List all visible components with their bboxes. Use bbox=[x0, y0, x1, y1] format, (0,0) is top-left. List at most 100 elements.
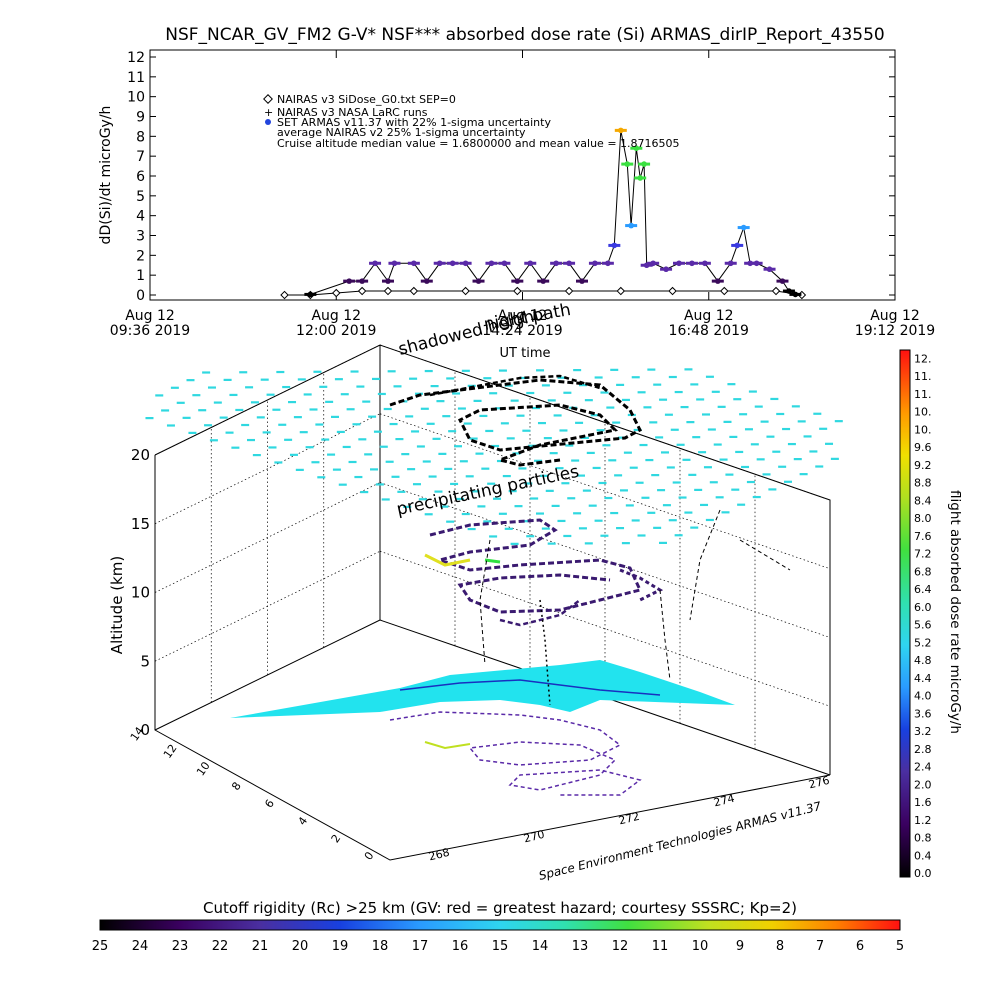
rigidity-tick-label: 22 bbox=[212, 939, 229, 954]
latitude-tick-label: 6 bbox=[262, 797, 277, 810]
armas-data-point bbox=[715, 278, 721, 284]
x-tick-label-date: Aug 12 bbox=[498, 308, 548, 324]
flight-track-mid-dose bbox=[484, 558, 501, 564]
armas-data-point bbox=[501, 260, 508, 267]
nairas-diamond-point bbox=[332, 288, 341, 298]
armas-data-point bbox=[734, 242, 741, 249]
dose-colorbar-ticks: 0.0 0.4 0.8 1.2 1.6 2.0 2.4 2.8 3.2 3.6 4.0 4.4 4.8 5… bbox=[914, 352, 932, 880]
y-tick-label: 0 bbox=[136, 288, 145, 304]
rigidity-tick-label: 18 bbox=[372, 939, 389, 954]
y-tick-label: 10 bbox=[127, 90, 145, 106]
y-tick-label: 12 bbox=[127, 50, 145, 66]
rigidity-tick-label: 5 bbox=[896, 939, 904, 954]
nairas-diamond-point bbox=[357, 286, 367, 296]
armas-data-point bbox=[436, 260, 443, 267]
armas-data-point bbox=[740, 224, 747, 231]
colorbar-tick-label: 2.8 bbox=[914, 743, 932, 756]
rigidity-tick-label: 12 bbox=[612, 939, 629, 954]
colorbar-tick-label: 8.8 bbox=[914, 477, 932, 490]
rigidity-bar-ticks: 25 24 23 22 21 20 19 18 17 16 15 14 13 12 11 10 9 8 7 6 5 bbox=[92, 939, 904, 954]
y-tick-label: 5 bbox=[136, 189, 145, 205]
rigidity-tick-label: 20 bbox=[292, 939, 309, 954]
timeseries-legend: NAIRAS v3 SiDose_G0.txt SEP=0 + NAIRAS v… bbox=[263, 93, 680, 150]
flight-track-high-dose bbox=[424, 553, 471, 567]
armas-data-point bbox=[527, 260, 534, 267]
y-tick-label: 2 bbox=[136, 248, 145, 264]
altitude-ticks: 0 5 10 15 20 bbox=[131, 446, 150, 739]
armas-data-point bbox=[462, 260, 469, 267]
ascent-descent-track-4 bbox=[689, 509, 721, 621]
y-tick-label: 4 bbox=[136, 209, 145, 225]
legend-diamond-marker bbox=[263, 94, 273, 104]
nairas-diamond-point bbox=[461, 286, 470, 296]
x-tick-label-date: Aug 12 bbox=[311, 308, 361, 324]
nairas-diamond-point bbox=[280, 290, 289, 300]
x-tick-label-time: 16:48 2019 bbox=[669, 323, 749, 339]
armas-data-point bbox=[385, 278, 391, 284]
armas-data-point bbox=[579, 278, 585, 284]
altitude-tick-label: 0 bbox=[140, 721, 150, 739]
nairas-diamond-point bbox=[383, 286, 393, 296]
ascent-descent-track-3 bbox=[659, 589, 671, 681]
altitude-tick-label: 20 bbox=[131, 446, 150, 464]
colorbar-tick-label: 4.0 bbox=[914, 690, 932, 703]
colorbar-tick-label: 6.8 bbox=[914, 565, 932, 578]
armas-data-point bbox=[792, 291, 799, 298]
timeseries-y-label: dD(Si)/dt microGy/h bbox=[98, 106, 114, 245]
altitude-tick-label: 10 bbox=[131, 584, 150, 602]
dose-colorbar-label: flight absorbed dose rate microGy/h bbox=[947, 490, 963, 734]
ground-projection-track bbox=[389, 711, 642, 796]
nairas-diamond-point bbox=[409, 286, 419, 296]
legend-circle-marker bbox=[265, 119, 271, 125]
armas-data-point bbox=[663, 266, 669, 273]
longitude-tick-label: 276 bbox=[807, 774, 831, 792]
armas-data-point bbox=[488, 260, 495, 267]
rigidity-tick-label: 6 bbox=[856, 939, 864, 954]
armas-data-point bbox=[423, 278, 430, 284]
armas-data-point bbox=[449, 260, 456, 267]
x-tick-label-time: 19:12 2019 bbox=[855, 323, 935, 339]
colorbar-tick-label: 0.4 bbox=[914, 849, 932, 862]
y-tick-label: 1 bbox=[136, 268, 145, 284]
colorbar-tick-label: 1.2 bbox=[914, 814, 932, 827]
armas-data-point bbox=[641, 161, 647, 167]
y-tick-label: 6 bbox=[136, 169, 145, 185]
ascent-descent-track bbox=[539, 599, 551, 706]
x-tick-label-date: Aug 12 bbox=[125, 308, 175, 324]
timeseries-series bbox=[280, 127, 807, 300]
rigidity-tick-label: 15 bbox=[492, 939, 509, 954]
colorbar-tick-label: 5.2 bbox=[914, 636, 932, 649]
altitude-tick-label: 15 bbox=[131, 515, 150, 533]
armas-data-point bbox=[566, 260, 572, 267]
series-line-nairas bbox=[284, 290, 802, 296]
longitude-tick-label: 274 bbox=[712, 792, 736, 810]
colorbar-tick-label: 5.6 bbox=[914, 619, 932, 632]
colorbar-tick-label: 4.4 bbox=[914, 672, 932, 685]
longitude-tick-label: 272 bbox=[617, 810, 641, 828]
alt-grid-line bbox=[379, 413, 831, 570]
armas-data-point bbox=[702, 260, 708, 267]
legend-item-1: NAIRAS v3 SiDose_G0.txt SEP=0 bbox=[277, 93, 456, 106]
ascent-descent-track-5 bbox=[739, 539, 791, 571]
colorbar-tick-label: 12. bbox=[914, 352, 932, 365]
legend-plus-marker: + bbox=[264, 106, 273, 119]
longitude-ticks: 268 270 272 274 276 bbox=[427, 774, 831, 864]
y-tick-label: 9 bbox=[136, 110, 145, 126]
y-tick-label: 7 bbox=[136, 149, 145, 165]
armas-data-point bbox=[346, 278, 352, 284]
colorbar-tick-label: 6.4 bbox=[914, 583, 932, 596]
alt-grid-line bbox=[154, 344, 381, 456]
y-tick-label: 3 bbox=[136, 229, 145, 245]
latitude-tick-label: 10 bbox=[194, 759, 213, 778]
armas-data-point bbox=[617, 127, 624, 134]
rigidity-tick-label: 9 bbox=[736, 939, 744, 954]
rigidity-tick-label: 14 bbox=[532, 939, 549, 954]
rigidity-colorbar: Cutoff rigidity (Rc) >25 km (GV: red = g… bbox=[92, 899, 904, 954]
dose-colorbar-gradient bbox=[899, 349, 911, 878]
longitude-tick-label: 270 bbox=[522, 828, 546, 846]
rigidity-tick-label: 16 bbox=[452, 939, 469, 954]
credit-label: Space Environment Technologies ARMAS v11… bbox=[537, 799, 823, 883]
